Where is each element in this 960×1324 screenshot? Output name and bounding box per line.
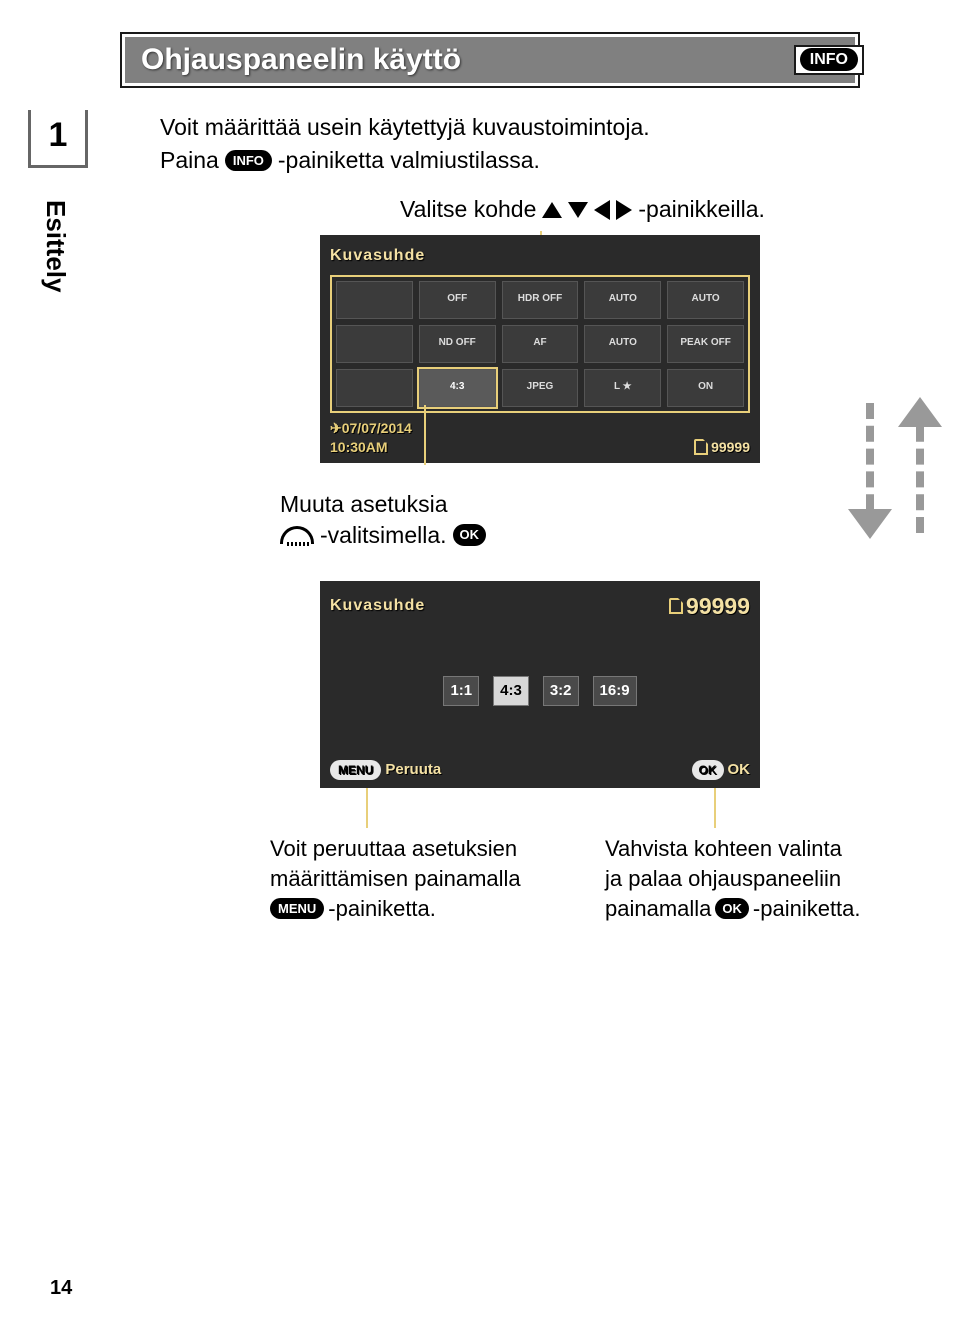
lcd-cell[interactable]: AUTO xyxy=(667,281,744,319)
step-number: 1 xyxy=(31,110,85,165)
title-bar: Ohjauspaneelin käyttö INFO xyxy=(120,32,860,88)
lcd-cell[interactable]: AF xyxy=(502,325,579,363)
aspect-ratio-screen: Kuvasuhde 99999 1:1 4:3 3:2 16:9 MENU Pe… xyxy=(320,581,760,789)
cancel-description: Voit peruuttaa asetuksien määrittämisen … xyxy=(270,834,565,923)
lcd-cell[interactable]: JPEG xyxy=(502,369,579,407)
intro-line-2b: -painiketta valmiustilassa. xyxy=(278,145,540,176)
ok-icon: OK xyxy=(715,898,749,920)
control-panel-screen: Kuvasuhde OFF HDR OFF AUTO AUTO ND OFF A… xyxy=(320,235,760,462)
lcd-cell[interactable] xyxy=(336,281,413,319)
lcd2-title: Kuvasuhde xyxy=(330,595,425,617)
step-indicator: 1 xyxy=(28,110,88,168)
lcd-cell[interactable]: OFF xyxy=(419,281,496,319)
intro-text: Voit määrittää usein käytettyjä kuvausto… xyxy=(160,112,900,176)
ratio-option-selected[interactable]: 4:3 xyxy=(493,676,529,706)
ok-icon: OK xyxy=(453,524,487,546)
select-text-b: -painikkeilla. xyxy=(638,194,765,225)
lcd-cell[interactable]: AUTO xyxy=(584,325,661,363)
dial-icon xyxy=(280,526,314,544)
dial-hint-1: Muuta asetuksia xyxy=(280,489,486,520)
lcd1-date: ✈07/07/2014 xyxy=(330,419,412,438)
info-pill-label: INFO xyxy=(800,48,858,71)
arrow-left-icon xyxy=(594,200,610,220)
arrow-down-icon xyxy=(568,202,588,218)
lcd-cell[interactable]: ON xyxy=(667,369,744,407)
callout-line-icon xyxy=(714,788,716,828)
lcd2-ok[interactable]: OK OK xyxy=(692,760,751,780)
lcd-cell[interactable] xyxy=(336,325,413,363)
page-number: 14 xyxy=(50,1277,72,1300)
lcd1-title: Kuvasuhde xyxy=(330,245,750,267)
lcd1-time: 10:30AM xyxy=(330,438,412,457)
menu-pill-icon: MENU xyxy=(330,760,381,780)
dial-hint: Muuta asetuksia -valitsimella. OK xyxy=(280,489,486,551)
confirm-description: Vahvista kohteen valinta ja palaa ohjaus… xyxy=(605,834,900,923)
lcd-cell[interactable]: AUTO xyxy=(584,281,661,319)
lcd-cell[interactable]: PEAK OFF xyxy=(667,325,744,363)
page-title: Ohjauspaneelin käyttö xyxy=(141,43,461,77)
intro-line-2a: Paina xyxy=(160,145,219,176)
sd-card-icon xyxy=(694,439,708,455)
lcd-cell[interactable]: HDR OFF xyxy=(502,281,579,319)
arrow-up-icon xyxy=(542,202,562,218)
ratio-options: 1:1 4:3 3:2 16:9 xyxy=(330,676,750,706)
intro-line-1: Voit määrittää usein käytettyjä kuvausto… xyxy=(160,112,900,143)
menu-icon: MENU xyxy=(270,898,324,920)
lcd2-shots: 99999 xyxy=(669,591,750,622)
arrow-right-icon xyxy=(616,200,632,220)
dial-hint-2: -valitsimella. xyxy=(320,520,447,551)
callout-line-icon xyxy=(366,788,368,828)
info-icon: INFO xyxy=(225,150,272,172)
section-label: Esittely xyxy=(40,200,71,293)
ok-pill-icon: OK xyxy=(692,760,724,780)
select-instruction: Valitse kohde -painikkeilla. xyxy=(400,194,900,225)
sd-card-icon xyxy=(669,598,683,614)
lcd-cell[interactable] xyxy=(336,369,413,407)
lcd-cell[interactable]: L ★ xyxy=(584,369,661,407)
ratio-option[interactable]: 16:9 xyxy=(593,676,637,706)
lcd2-cancel[interactable]: MENU Peruuta xyxy=(330,760,441,780)
lcd1-shots: 99999 xyxy=(694,438,750,457)
lcd1-highlight-frame: OFF HDR OFF AUTO AUTO ND OFF AF AUTO PEA… xyxy=(330,275,750,413)
select-text-a: Valitse kohde xyxy=(400,194,536,225)
info-badge: INFO xyxy=(794,45,864,75)
lcd-cell-selected[interactable]: 4:3 xyxy=(419,369,496,407)
callout-line-icon xyxy=(424,405,426,465)
lcd-cell[interactable]: ND OFF xyxy=(419,325,496,363)
ratio-option[interactable]: 1:1 xyxy=(443,676,479,706)
ratio-option[interactable]: 3:2 xyxy=(543,676,579,706)
